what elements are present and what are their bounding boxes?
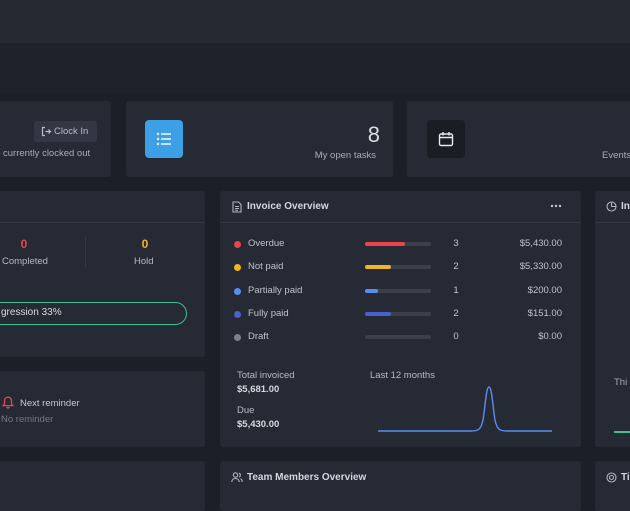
total-invoiced-value: $5,681.00 xyxy=(237,384,280,395)
invoice-status-label[interactable]: Draft xyxy=(248,331,269,342)
invoice-status-label[interactable]: Partially paid xyxy=(248,285,303,296)
invoice-progress-track xyxy=(365,265,431,269)
bottom-right-title: Ti xyxy=(621,472,630,483)
reminder-title: Next reminder xyxy=(20,398,80,409)
invoice-status-amount: $200.00 xyxy=(527,285,562,296)
project-status-header xyxy=(0,191,205,223)
invoice-progress-fill xyxy=(365,289,379,293)
invoice-status-label[interactable]: Fully paid xyxy=(248,308,289,319)
invoice-status-amount: $151.00 xyxy=(527,308,562,319)
right-partial-title: In xyxy=(621,201,630,212)
bottom-right-card xyxy=(595,461,630,511)
invoice-progress-fill xyxy=(365,265,392,269)
progression-label: gression 33% xyxy=(1,307,62,318)
chart-period-label: Last 12 months xyxy=(370,370,435,381)
right-partial-line xyxy=(614,431,630,433)
invoice-progress-fill xyxy=(365,312,392,316)
status-dot xyxy=(234,241,241,248)
status-dot xyxy=(234,311,241,318)
invoice-status-count: 1 xyxy=(453,285,459,296)
invoice-sparkline xyxy=(378,386,552,432)
total-invoiced-label: Total invoiced xyxy=(237,370,295,381)
status-dot xyxy=(234,264,241,271)
invoice-progress-track xyxy=(365,335,431,339)
events-label: Events xyxy=(602,150,630,161)
completed-label: Completed xyxy=(2,256,48,267)
right-partial-header xyxy=(595,191,630,223)
more-horizontal-icon[interactable] xyxy=(550,204,562,208)
invoice-status-amount: $0.00 xyxy=(538,331,562,342)
invoice-status-count: 0 xyxy=(453,331,459,342)
page-header-bar xyxy=(0,43,630,93)
pie-chart-icon xyxy=(606,201,617,212)
project-status-card xyxy=(0,191,205,357)
invoice-status-label[interactable]: Not paid xyxy=(248,261,284,272)
list-icon xyxy=(156,132,171,146)
hold-count: 0 xyxy=(141,237,149,251)
support-icon xyxy=(606,472,617,483)
invoice-status-amount: $5,330.00 xyxy=(519,261,562,272)
team-members-card xyxy=(220,461,581,511)
team-members-title: Team Members Overview xyxy=(247,472,367,483)
clock-in-button[interactable]: Clock In xyxy=(34,121,97,142)
bell-icon xyxy=(2,396,14,409)
invoice-progress-track xyxy=(365,289,431,293)
right-partial-card xyxy=(595,191,630,447)
invoice-progress-track xyxy=(365,242,431,246)
calendar-icon-box xyxy=(427,120,465,158)
clock-status-text: currently clocked out xyxy=(3,148,91,159)
top-navbar xyxy=(0,0,630,43)
reminder-empty-text: No reminder xyxy=(1,414,54,425)
invoice-progress-fill xyxy=(365,242,405,246)
completed-count: 0 xyxy=(20,237,28,251)
task-list-icon-box xyxy=(145,120,183,158)
open-tasks-label: My open tasks xyxy=(314,150,376,161)
status-dot xyxy=(234,288,241,295)
progression-pill: gression 33% xyxy=(0,302,187,325)
clock-in-label: Clock In xyxy=(54,126,89,137)
status-divider xyxy=(85,236,86,268)
due-label: Due xyxy=(237,405,255,416)
invoice-status-amount: $5,430.00 xyxy=(519,238,562,249)
invoice-overview-card xyxy=(220,191,581,447)
open-tasks-count: 8 xyxy=(367,122,380,147)
right-partial-text: Thi xyxy=(614,377,628,388)
reminder-card xyxy=(0,371,205,447)
sign-in-icon xyxy=(41,126,52,137)
invoice-status-count: 3 xyxy=(453,238,459,249)
invoice-status-count: 2 xyxy=(453,261,459,272)
invoice-progress-track xyxy=(365,312,431,316)
users-icon xyxy=(231,472,243,483)
file-text-icon xyxy=(232,201,242,213)
status-dot xyxy=(234,334,241,341)
invoice-overview-header xyxy=(220,191,581,223)
invoice-status-count: 2 xyxy=(453,308,459,319)
due-value: $5,430.00 xyxy=(237,419,280,430)
bottom-left-card xyxy=(0,461,205,511)
invoice-overview-title: Invoice Overview xyxy=(247,201,329,212)
invoice-status-label[interactable]: Overdue xyxy=(248,238,285,249)
calendar-icon xyxy=(438,132,454,147)
hold-label: Hold xyxy=(134,256,154,267)
